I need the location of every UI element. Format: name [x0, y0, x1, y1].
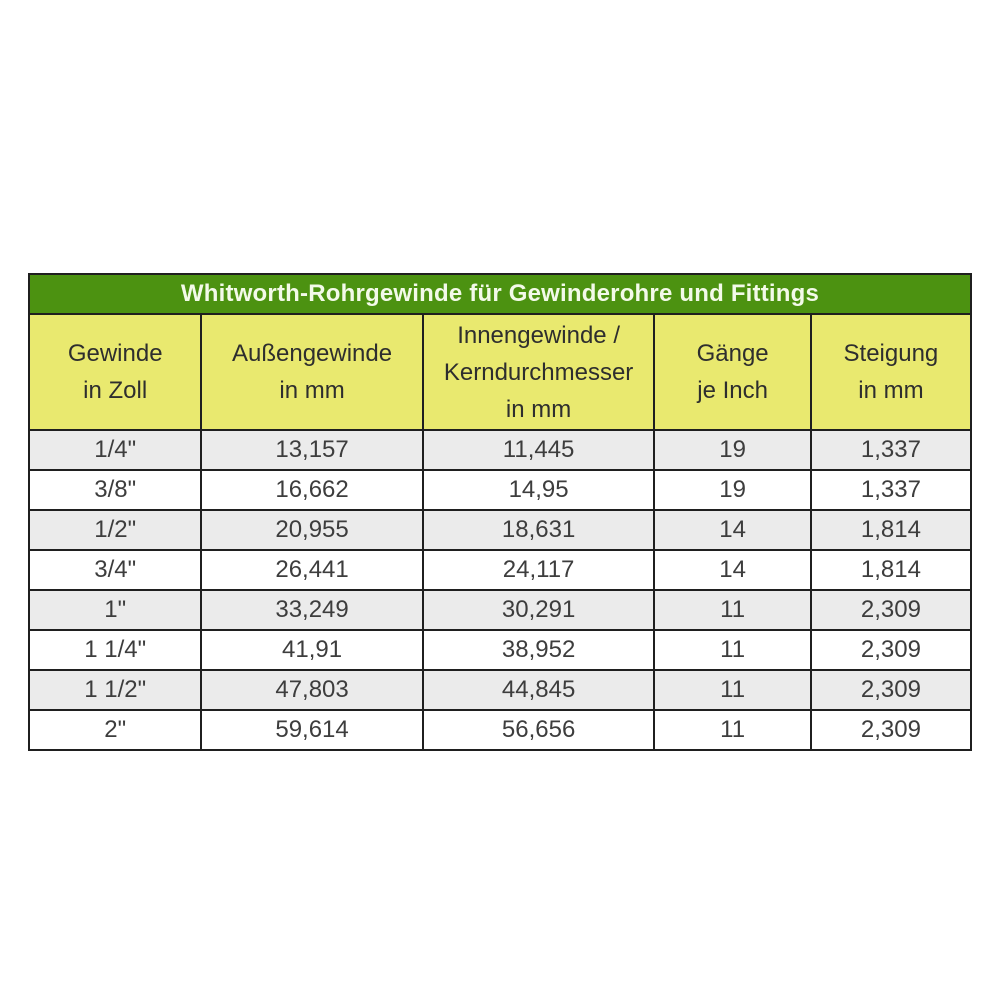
- cell-outer: 20,955: [200, 509, 424, 551]
- cell-inner: 44,845: [421, 669, 656, 711]
- whitworth-thread-table: Whitworth-Rohrgewinde für Gewinderohre u…: [27, 273, 973, 751]
- cell-outer: 26,441: [200, 549, 424, 591]
- table-row: 3/4" 26,441 24,117 14 1,814: [27, 549, 973, 591]
- cell-size: 3/8": [27, 469, 203, 511]
- cell-tpi: 11: [653, 629, 812, 671]
- cell-outer: 41,91: [200, 629, 424, 671]
- cell-inner: 56,656: [421, 709, 656, 751]
- cell-inner: 11,445: [421, 429, 656, 471]
- cell-inner: 18,631: [421, 509, 656, 551]
- cell-pitch: 2,309: [809, 629, 973, 671]
- cell-inner: 14,95: [421, 469, 656, 511]
- cell-tpi: 14: [653, 549, 812, 591]
- table-row: 2" 59,614 56,656 11 2,309: [27, 709, 973, 751]
- header-cell-innengewinde: Innengewinde / Kerndurchmesser in mm: [421, 313, 656, 431]
- cell-pitch: 1,337: [809, 429, 973, 471]
- cell-size: 1/4": [27, 429, 203, 471]
- cell-size: 1/2": [27, 509, 203, 551]
- table-row: 1/4" 13,157 11,445 19 1,337: [27, 429, 973, 471]
- cell-tpi: 11: [653, 669, 812, 711]
- table-row: 1 1/4" 41,91 38,952 11 2,309: [27, 629, 973, 671]
- header-cell-gaenge: Gänge je Inch: [653, 313, 812, 431]
- cell-tpi: 14: [653, 509, 812, 551]
- data-table: Whitworth-Rohrgewinde für Gewinderohre u…: [27, 273, 973, 751]
- cell-pitch: 1,814: [809, 509, 973, 551]
- cell-size: 1 1/2": [27, 669, 203, 711]
- cell-outer: 33,249: [200, 589, 424, 631]
- cell-pitch: 1,337: [809, 469, 973, 511]
- cell-tpi: 11: [653, 709, 812, 751]
- cell-size: 1": [27, 589, 203, 631]
- table-row: 1/2" 20,955 18,631 14 1,814: [27, 509, 973, 551]
- table-title: Whitworth-Rohrgewinde für Gewinderohre u…: [28, 273, 972, 315]
- cell-outer: 59,614: [200, 709, 424, 751]
- header-cell-aussengewinde: Außengewinde in mm: [200, 313, 424, 431]
- cell-tpi: 19: [653, 469, 812, 511]
- cell-inner: 38,952: [421, 629, 656, 671]
- cell-pitch: 2,309: [809, 589, 973, 631]
- title-row: Whitworth-Rohrgewinde für Gewinderohre u…: [28, 273, 972, 315]
- cell-size: 1 1/4": [27, 629, 203, 671]
- header-row: Gewinde in Zoll Außengewinde in mm Innen…: [27, 313, 973, 431]
- cell-inner: 24,117: [421, 549, 656, 591]
- cell-tpi: 19: [653, 429, 812, 471]
- cell-tpi: 11: [653, 589, 812, 631]
- cell-size: 3/4": [27, 549, 203, 591]
- cell-outer: 16,662: [200, 469, 424, 511]
- cell-inner: 30,291: [421, 589, 656, 631]
- table-row: 1" 33,249 30,291 11 2,309: [27, 589, 973, 631]
- table-row: 1 1/2" 47,803 44,845 11 2,309: [27, 669, 973, 711]
- cell-outer: 13,157: [200, 429, 424, 471]
- cell-pitch: 2,309: [809, 669, 973, 711]
- cell-pitch: 2,309: [809, 709, 973, 751]
- table-row: 3/8" 16,662 14,95 19 1,337: [27, 469, 973, 511]
- cell-pitch: 1,814: [809, 549, 973, 591]
- cell-size: 2": [27, 709, 203, 751]
- header-cell-steigung: Steigung in mm: [809, 313, 973, 431]
- header-cell-gewinde: Gewinde in Zoll: [27, 313, 203, 431]
- cell-outer: 47,803: [200, 669, 424, 711]
